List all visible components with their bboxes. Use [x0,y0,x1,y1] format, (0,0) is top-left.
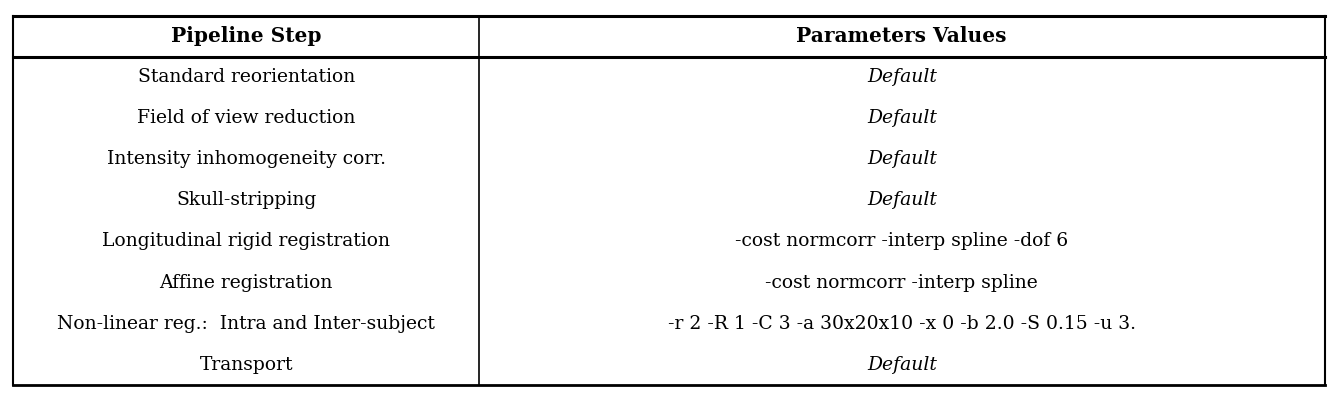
Text: -cost normcorr -interp spline -dof 6: -cost normcorr -interp spline -dof 6 [735,233,1068,250]
Text: Default: Default [867,356,937,374]
Text: Transport: Transport [199,356,293,374]
Text: Longitudinal rigid registration: Longitudinal rigid registration [102,233,391,250]
Text: Default: Default [867,68,937,86]
Text: Default: Default [867,151,937,168]
Text: Skull-stripping: Skull-stripping [177,191,316,209]
Text: Pipeline Step: Pipeline Step [171,26,321,46]
Text: Affine registration: Affine registration [159,274,333,292]
Text: Standard reorientation: Standard reorientation [138,68,355,86]
Text: -cost normcorr -interp spline: -cost normcorr -interp spline [765,274,1038,292]
Text: Intensity inhomogeneity corr.: Intensity inhomogeneity corr. [107,151,385,168]
Text: -r 2 -R 1 -C 3 -a 30x20x10 -x 0 -b 2.0 -S 0.15 -u 3.: -r 2 -R 1 -C 3 -a 30x20x10 -x 0 -b 2.0 -… [668,314,1136,332]
Text: Parameters Values: Parameters Values [796,26,1008,46]
Text: Non-linear reg.:  Intra and Inter-subject: Non-linear reg.: Intra and Inter-subject [58,314,435,332]
Text: Default: Default [867,109,937,127]
Text: Field of view reduction: Field of view reduction [136,109,356,127]
Text: Default: Default [867,191,937,209]
